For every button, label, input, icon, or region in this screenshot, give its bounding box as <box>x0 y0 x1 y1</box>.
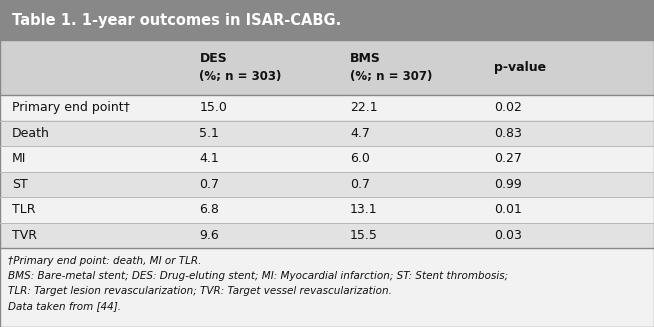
Text: 0.99: 0.99 <box>494 178 521 191</box>
Text: TLR: TLR <box>12 203 35 216</box>
Bar <box>0 197 654 222</box>
Text: (%; n = 303): (%; n = 303) <box>199 70 282 83</box>
Bar <box>0 171 654 197</box>
Text: Table 1. 1-year outcomes in ISAR-CABG.: Table 1. 1-year outcomes in ISAR-CABG. <box>12 12 341 27</box>
Bar <box>0 146 654 171</box>
Text: 22.1: 22.1 <box>350 101 377 114</box>
Text: Data taken from [44].: Data taken from [44]. <box>8 301 121 311</box>
Text: 9.6: 9.6 <box>199 229 219 242</box>
Text: 5.1: 5.1 <box>199 127 219 140</box>
Bar <box>0 0 654 40</box>
Bar <box>0 248 654 327</box>
Text: 0.7: 0.7 <box>350 178 370 191</box>
Text: 15.5: 15.5 <box>350 229 378 242</box>
Text: Primary end point†: Primary end point† <box>12 101 129 114</box>
Text: p-value: p-value <box>494 61 546 74</box>
Text: 4.1: 4.1 <box>199 152 219 165</box>
Text: 0.27: 0.27 <box>494 152 522 165</box>
Text: Death: Death <box>12 127 50 140</box>
Bar <box>0 222 654 248</box>
Text: DES: DES <box>199 52 227 65</box>
Text: 0.02: 0.02 <box>494 101 522 114</box>
Text: 6.8: 6.8 <box>199 203 219 216</box>
Text: TVR: TVR <box>12 229 37 242</box>
Text: 0.7: 0.7 <box>199 178 220 191</box>
Text: BMS: BMS <box>350 52 381 65</box>
Bar <box>0 121 654 146</box>
Bar <box>0 95 654 121</box>
Text: 15.0: 15.0 <box>199 101 228 114</box>
Bar <box>0 40 654 95</box>
Text: MI: MI <box>12 152 26 165</box>
Text: BMS: Bare-metal stent; DES: Drug-eluting stent; MI: Myocardial infarction; ST: S: BMS: Bare-metal stent; DES: Drug-eluting… <box>8 271 508 281</box>
Text: 6.0: 6.0 <box>350 152 370 165</box>
Text: 0.03: 0.03 <box>494 229 522 242</box>
Text: †Primary end point: death, MI or TLR.: †Primary end point: death, MI or TLR. <box>8 256 201 266</box>
Text: 0.83: 0.83 <box>494 127 522 140</box>
Text: (%; n = 307): (%; n = 307) <box>350 70 432 83</box>
Text: 4.7: 4.7 <box>350 127 370 140</box>
Text: 13.1: 13.1 <box>350 203 377 216</box>
Text: TLR: Target lesion revascularization; TVR: Target vessel revascularization.: TLR: Target lesion revascularization; TV… <box>8 286 392 296</box>
Text: 0.01: 0.01 <box>494 203 522 216</box>
Text: ST: ST <box>12 178 27 191</box>
